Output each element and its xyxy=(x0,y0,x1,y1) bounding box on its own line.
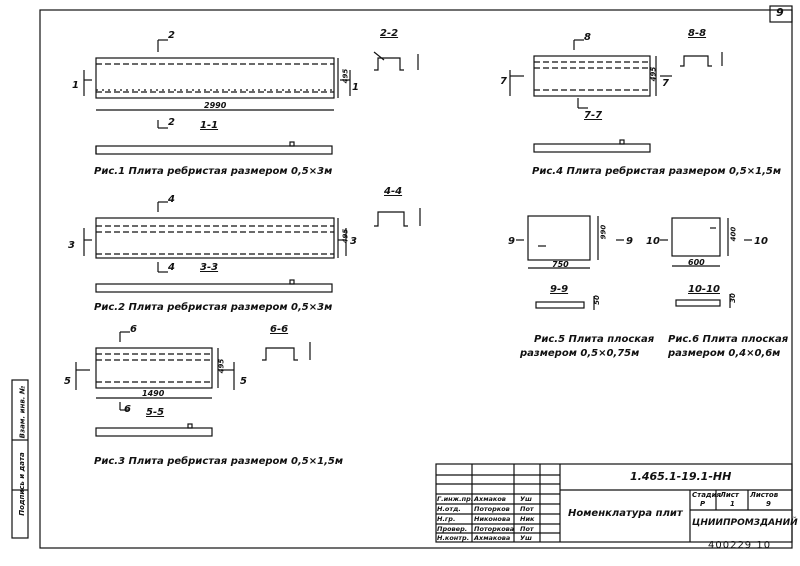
title-block-code: 1.465.1-19.1-НН xyxy=(630,470,732,483)
sheet-number-box xyxy=(769,5,793,23)
title-block-grid xyxy=(435,463,793,543)
fig2-caption: Рис.2 Плита ребристая размером 0,5×3м xyxy=(94,302,333,313)
fig1-section xyxy=(95,141,333,155)
fig2-detail xyxy=(374,208,421,227)
fig1-section-title: 1-1 xyxy=(200,120,219,131)
fig4-right-mark: 7 xyxy=(662,78,669,89)
fig4-section xyxy=(533,139,651,153)
fig6-dim-height: 400 xyxy=(729,226,738,242)
fig4-section-title: 7-7 xyxy=(584,110,603,121)
fig6-caption-1: Рис.6 Плита плоская xyxy=(668,334,789,345)
fig4-plan xyxy=(509,39,672,109)
title-block-sheet-header: Лист xyxy=(720,491,739,499)
fig5-right-mark: 9 xyxy=(626,236,633,247)
fig6-plan xyxy=(660,217,752,267)
fig3-dim-length: 1490 xyxy=(142,389,165,398)
sheet-number: 9 xyxy=(776,6,784,19)
fig3-section-title: 5-5 xyxy=(146,407,165,418)
tb-row-role: Н.контр. xyxy=(437,534,470,542)
fig4-detail-title: 8-8 xyxy=(688,28,707,39)
fig2-detail-title: 4-4 xyxy=(384,186,403,197)
archive-stamp: 400229 10 xyxy=(708,540,772,551)
fig6-dim-length: 600 xyxy=(688,258,705,267)
tb-row-sign: Ник xyxy=(520,515,535,523)
fig4-detail xyxy=(680,52,723,67)
fig5-dim-height: 990 xyxy=(599,224,608,240)
fig1-cut-top: 2 xyxy=(168,30,175,41)
fig2-plan xyxy=(83,201,347,273)
fig1-detail-title: 2-2 xyxy=(380,28,399,39)
tb-row-role: Провер. xyxy=(437,525,468,533)
fig5-section xyxy=(535,296,595,310)
title-block-org: ЦНИИПРОМЗДАНИЙ xyxy=(692,518,798,528)
tb-row-sign: Пот xyxy=(520,505,534,513)
tb-row-role: Н.гр. xyxy=(437,515,456,523)
tb-row-name: Поторкова xyxy=(474,525,515,533)
tb-row-sign: Уш xyxy=(520,495,532,503)
tb-row-name: Ахмакова xyxy=(474,534,511,542)
fig3-right-mark: 5 xyxy=(240,376,247,387)
fig2-right-mark: 3 xyxy=(350,236,357,247)
fig1-plan xyxy=(83,39,351,129)
side-stamp-2: Подпись и дата xyxy=(17,452,26,516)
title-block-sheets-value: 9 xyxy=(766,500,771,508)
fig5-plan xyxy=(516,215,624,269)
fig6-left-mark: 10 xyxy=(646,236,660,247)
tb-row-sign: Пот xyxy=(520,525,534,533)
fig2-cut-bottom: 4 xyxy=(168,262,175,273)
tb-row-sign: Уш xyxy=(520,534,532,542)
title-block-sheets-header: Листов xyxy=(750,491,779,499)
side-stamp-box xyxy=(11,379,29,539)
tb-row-name: Ахмаков xyxy=(474,495,506,503)
fig3-section xyxy=(95,423,213,437)
fig1-cut-bottom: 2 xyxy=(168,117,175,128)
fig4-caption: Рис.4 Плита ребристая размером 0,5×1,5м xyxy=(532,166,782,177)
fig1-detail xyxy=(373,51,419,71)
fig5-dim-length: 750 xyxy=(552,260,569,269)
tb-row-role: Г.инж.пр. xyxy=(437,495,474,503)
fig4-dim-height: 495 xyxy=(649,66,658,82)
fig3-caption: Рис.3 Плита ребристая размером 0,5×1,5м xyxy=(94,456,344,467)
fig6-section-title: 10-10 xyxy=(688,284,720,295)
tb-row-role: Н.отд. xyxy=(437,505,461,513)
drawing-frame xyxy=(39,9,793,549)
fig1-left-mark: 1 xyxy=(72,80,79,91)
fig2-section-title: 3-3 xyxy=(200,262,219,273)
fig3-dim-height: 495 xyxy=(217,358,226,374)
fig6-section xyxy=(675,294,731,308)
fig4-cut-top: 8 xyxy=(584,32,591,43)
fig6-right-mark: 10 xyxy=(754,236,768,247)
fig5-caption-1: Рис.5 Плита плоская xyxy=(534,334,655,345)
fig2-dim-height: 495 xyxy=(341,228,350,244)
fig3-cut-bottom: 6 xyxy=(124,404,131,415)
fig2-left-mark: 3 xyxy=(68,240,75,251)
tb-row-name: Никонова xyxy=(474,515,511,523)
tb-row-name: Поторков xyxy=(474,505,510,513)
fig2-section xyxy=(95,279,333,293)
fig1-dim-length: 2990 xyxy=(204,101,227,110)
fig6-caption-2: размером 0,4×0,6м xyxy=(668,348,781,359)
title-block-stage-value: Р xyxy=(700,500,706,508)
fig1-dim-height: 495 xyxy=(341,68,350,84)
fig3-detail-title: 6-6 xyxy=(270,324,289,335)
fig4-left-mark: 7 xyxy=(500,76,507,87)
title-block-title: Номенклатура плит xyxy=(568,508,683,519)
fig3-left-mark: 5 xyxy=(64,376,71,387)
fig5-left-mark: 9 xyxy=(508,236,515,247)
fig3-cut-top: 6 xyxy=(130,324,137,335)
fig5-section-dim: 50 xyxy=(592,295,601,305)
side-stamp-3: Взам. инв. № xyxy=(18,385,27,439)
fig5-caption-2: размером 0,5×0,75м xyxy=(520,348,640,359)
fig3-detail xyxy=(262,342,311,361)
title-block-sheet-value: 1 xyxy=(730,500,735,508)
fig2-cut-top: 4 xyxy=(168,194,175,205)
fig1-right-mark: 1 xyxy=(352,82,359,93)
title-block-stage-header: Стадия xyxy=(692,491,721,499)
fig3-plan xyxy=(75,331,235,411)
fig5-section-title: 9-9 xyxy=(550,284,569,295)
fig1-caption: Рис.1 Плита ребристая размером 0,5×3м xyxy=(94,166,333,177)
fig6-section-dim: 30 xyxy=(728,293,737,303)
